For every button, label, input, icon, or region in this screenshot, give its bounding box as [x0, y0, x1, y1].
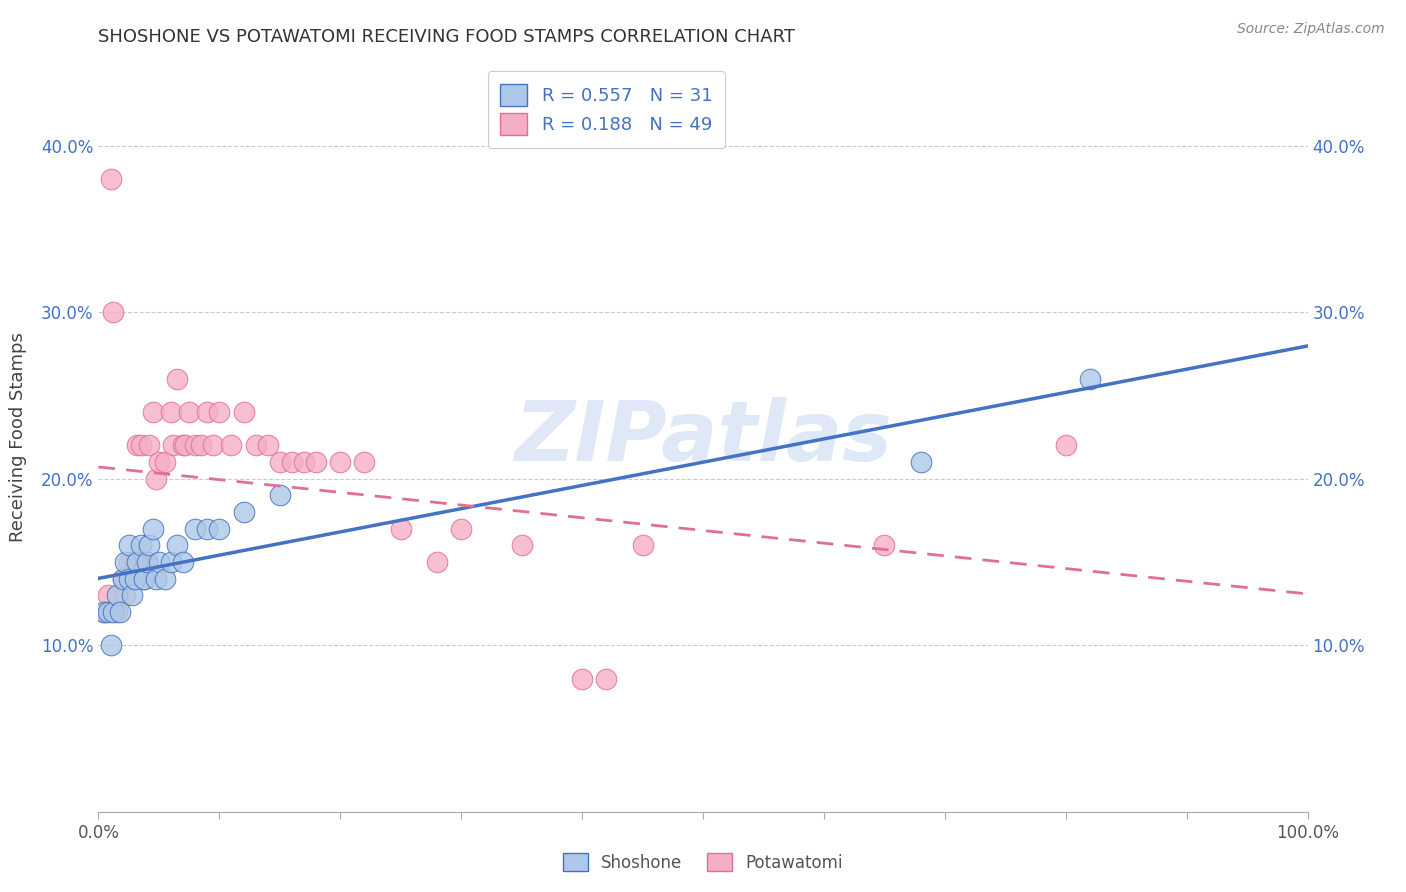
Point: [256, 438, 278, 452]
Point: [172, 438, 194, 452]
Point: [118, 572, 141, 586]
Point: [232, 505, 254, 519]
Point: [450, 522, 472, 536]
Point: [93, 605, 115, 619]
Point: [135, 555, 157, 569]
Point: [160, 405, 183, 419]
Point: [184, 522, 207, 536]
Point: [100, 638, 122, 652]
Point: [1054, 438, 1077, 452]
Point: [121, 572, 143, 586]
Point: [221, 438, 243, 452]
Point: [1078, 372, 1101, 386]
Point: [179, 405, 201, 419]
Point: [101, 605, 124, 619]
Point: [124, 572, 146, 586]
Point: [138, 538, 160, 552]
Point: [305, 455, 328, 469]
Point: [353, 455, 375, 469]
Point: [97, 588, 120, 602]
Point: [124, 555, 146, 569]
Point: [97, 605, 120, 619]
Point: [114, 555, 136, 569]
Point: [129, 538, 152, 552]
Point: [127, 555, 149, 569]
Point: [145, 472, 167, 486]
Point: [269, 455, 291, 469]
Point: [232, 405, 254, 419]
Point: [873, 538, 896, 552]
Point: [162, 438, 184, 452]
Point: [108, 605, 131, 619]
Text: Source: ZipAtlas.com: Source: ZipAtlas.com: [1237, 22, 1385, 37]
Point: [184, 438, 207, 452]
Point: [190, 438, 212, 452]
Point: [118, 538, 141, 552]
Point: [127, 438, 149, 452]
Point: [172, 555, 194, 569]
Point: [135, 555, 157, 569]
Point: [195, 405, 218, 419]
Point: [160, 555, 183, 569]
Point: [118, 555, 141, 569]
Point: [93, 605, 115, 619]
Point: [100, 172, 122, 186]
Point: [910, 455, 932, 469]
Point: [571, 672, 593, 686]
Point: [129, 438, 152, 452]
Point: [281, 455, 304, 469]
Point: [148, 455, 170, 469]
Point: [202, 438, 225, 452]
Point: [105, 605, 128, 619]
Y-axis label: Receiving Food Stamps: Receiving Food Stamps: [10, 332, 27, 542]
Point: [245, 438, 267, 452]
Point: [166, 372, 188, 386]
Point: [138, 438, 160, 452]
Point: [111, 572, 134, 586]
Point: [134, 572, 156, 586]
Point: [510, 538, 533, 552]
Point: [174, 438, 197, 452]
Text: ZIPatlas: ZIPatlas: [515, 397, 891, 477]
Point: [329, 455, 352, 469]
Text: SHOSHONE VS POTAWATOMI RECEIVING FOOD STAMPS CORRELATION CHART: SHOSHONE VS POTAWATOMI RECEIVING FOOD ST…: [98, 28, 796, 45]
Point: [269, 488, 291, 502]
Point: [195, 522, 218, 536]
Point: [631, 538, 654, 552]
Point: [595, 672, 617, 686]
Point: [153, 572, 176, 586]
Point: [121, 588, 143, 602]
Point: [389, 522, 412, 536]
Point: [292, 455, 315, 469]
Point: [153, 455, 176, 469]
Point: [426, 555, 449, 569]
Point: [101, 305, 124, 319]
Point: [148, 555, 170, 569]
Point: [208, 522, 231, 536]
Point: [105, 588, 128, 602]
Point: [111, 572, 134, 586]
Legend: Shoshone, Potawatomi: Shoshone, Potawatomi: [557, 847, 849, 879]
Point: [134, 572, 156, 586]
Point: [142, 522, 165, 536]
Point: [208, 405, 231, 419]
Point: [166, 538, 188, 552]
Point: [142, 405, 165, 419]
Point: [145, 572, 167, 586]
Point: [114, 588, 136, 602]
